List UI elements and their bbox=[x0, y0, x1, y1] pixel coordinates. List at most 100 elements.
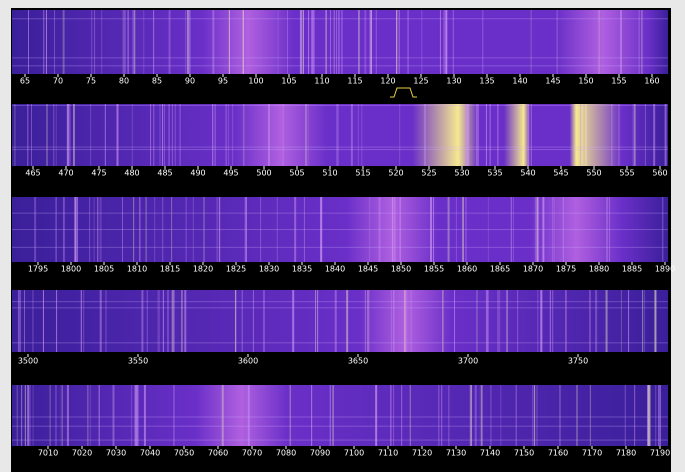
frequency-label: 110 bbox=[314, 77, 329, 86]
signal-trace bbox=[311, 385, 312, 447]
signal-trace bbox=[133, 10, 134, 75]
frequency-label: 100 bbox=[248, 77, 263, 86]
signal-trace bbox=[290, 385, 291, 447]
noise-band bbox=[12, 213, 668, 214]
signal-trace bbox=[162, 104, 163, 168]
signal-trace bbox=[134, 10, 135, 75]
signal-trace bbox=[28, 10, 29, 75]
frequency-label: 7140 bbox=[480, 449, 500, 458]
signal-trace bbox=[313, 10, 315, 75]
frequency-label: 7130 bbox=[446, 449, 466, 458]
signal-trace bbox=[625, 385, 626, 447]
frequency-label: 7030 bbox=[106, 449, 126, 458]
frequency-label: 7040 bbox=[140, 449, 160, 458]
signal-trace bbox=[408, 10, 409, 75]
noise-band bbox=[12, 57, 668, 58]
signal-trace bbox=[634, 385, 635, 447]
frequency-label: 525 bbox=[421, 169, 436, 178]
signal-trace bbox=[67, 385, 69, 447]
signal-trace bbox=[586, 104, 587, 168]
noise-band bbox=[12, 247, 668, 248]
signal-trace bbox=[665, 104, 667, 168]
frequency-label: 7180 bbox=[616, 449, 636, 458]
signal-trace bbox=[358, 104, 359, 168]
signal-trace bbox=[243, 104, 244, 168]
frequency-label: 1850 bbox=[391, 265, 411, 274]
signal-trace bbox=[33, 385, 34, 447]
noise-band bbox=[12, 18, 668, 19]
frequency-label: 7150 bbox=[514, 449, 534, 458]
signal-trace bbox=[87, 385, 88, 447]
noise-band bbox=[12, 342, 668, 343]
signal-trace bbox=[441, 385, 442, 447]
signal-trace bbox=[47, 104, 48, 168]
signal-trace bbox=[25, 385, 26, 447]
signal-trace bbox=[490, 104, 491, 168]
frequency-label: 1885 bbox=[622, 265, 642, 274]
signal-trace bbox=[393, 385, 394, 447]
signal-trace bbox=[599, 10, 600, 75]
signal-trace bbox=[648, 385, 650, 447]
frequency-label: 1880 bbox=[589, 265, 609, 274]
frequency-label: 1870 bbox=[523, 265, 543, 274]
signal-trace bbox=[375, 385, 377, 447]
signal-trace bbox=[528, 104, 529, 168]
signal-trace bbox=[169, 10, 171, 75]
frequency-label: 1810 bbox=[127, 265, 147, 274]
signal-trace bbox=[53, 104, 54, 168]
signal-trace bbox=[229, 10, 230, 75]
frequency-label: 160 bbox=[644, 77, 659, 86]
signal-trace bbox=[536, 385, 537, 447]
signal-trace bbox=[470, 385, 472, 447]
frequency-label: 115 bbox=[347, 77, 362, 86]
signal-trace bbox=[91, 10, 92, 75]
signal-trace bbox=[333, 385, 334, 447]
frequency-label: 495 bbox=[223, 169, 238, 178]
frequency-label: 505 bbox=[289, 169, 304, 178]
frequency-label: 485 bbox=[157, 169, 172, 178]
signal-trace bbox=[94, 10, 95, 75]
signal-trace bbox=[248, 385, 250, 447]
frequency-label: 1875 bbox=[556, 265, 576, 274]
signal-trace bbox=[308, 10, 309, 75]
frequency-label: 7020 bbox=[72, 449, 92, 458]
waterfall-image bbox=[12, 104, 668, 168]
axis-strip bbox=[12, 166, 668, 178]
signal-trace bbox=[497, 104, 498, 168]
signal-trace bbox=[135, 385, 137, 447]
frequency-label: 520 bbox=[388, 169, 403, 178]
frequency-label: 7170 bbox=[582, 449, 602, 458]
signal-trace bbox=[351, 104, 353, 168]
signal-trace bbox=[43, 10, 44, 75]
frequency-label: 150 bbox=[578, 77, 593, 86]
signal-trace bbox=[175, 104, 176, 168]
frequency-label: 540 bbox=[520, 169, 535, 178]
signal-trace bbox=[172, 104, 173, 168]
signal-trace bbox=[17, 385, 18, 447]
signal-trace bbox=[480, 385, 481, 447]
signal-trace bbox=[399, 104, 400, 168]
signal-trace bbox=[444, 10, 445, 75]
frequency-label: 470 bbox=[58, 169, 73, 178]
frequency-label: 65 bbox=[20, 77, 30, 86]
signal-trace bbox=[334, 10, 335, 75]
frequency-label: 560 bbox=[652, 169, 667, 178]
frequency-label: 530 bbox=[454, 169, 469, 178]
frequency-label: 500 bbox=[256, 169, 271, 178]
signal-trace bbox=[27, 385, 29, 447]
signal-trace bbox=[226, 104, 227, 168]
signal-trace bbox=[653, 104, 655, 168]
signal-trace bbox=[30, 385, 31, 447]
signal-trace bbox=[639, 10, 640, 75]
frequency-label: 1795 bbox=[28, 265, 48, 274]
frequency-label: 1855 bbox=[424, 265, 444, 274]
signal-trace bbox=[189, 10, 190, 75]
signal-trace bbox=[56, 104, 57, 168]
frequency-label: 145 bbox=[545, 77, 560, 86]
signal-trace bbox=[101, 10, 102, 75]
frequency-label: 1800 bbox=[61, 265, 81, 274]
signal-trace bbox=[215, 104, 216, 168]
signal-trace bbox=[311, 10, 312, 75]
frequency-label: 545 bbox=[553, 169, 568, 178]
signal-trace bbox=[54, 10, 55, 75]
